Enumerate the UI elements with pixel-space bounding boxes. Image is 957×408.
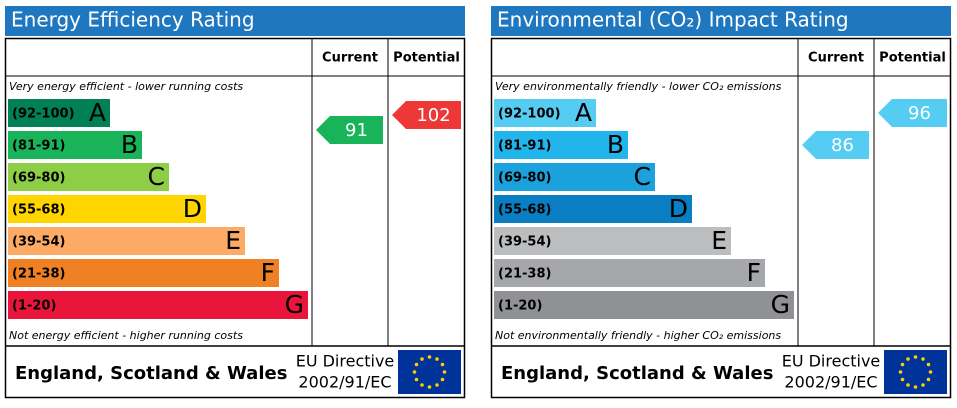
band-range: (92-100) [498, 107, 561, 122]
panel-title: Environmental (CO₂) Impact Rating [497, 8, 849, 32]
region: England, Scotland & Wales [15, 363, 287, 384]
band-range: (1-20) [12, 299, 56, 314]
band-letter: D [183, 194, 202, 223]
band-letter: G [771, 290, 790, 319]
band-range: (21-38) [12, 267, 65, 282]
band-range: (92-100) [12, 107, 75, 122]
potential-arrow [392, 101, 461, 129]
current-value: 86 [831, 135, 854, 156]
band-letter: B [607, 130, 624, 159]
potential-arrow [878, 99, 947, 127]
eu-star [414, 377, 419, 382]
directive-line: 2002/91/EC [784, 373, 877, 392]
eu-star [435, 357, 439, 361]
eu-star [906, 357, 910, 361]
panel-frame [490, 37, 952, 399]
band-letter: B [121, 130, 138, 159]
eu-star [427, 385, 432, 389]
eu-star [900, 377, 905, 382]
band-bar [8, 131, 142, 159]
current-arrow [802, 131, 869, 159]
band-range: (21-38) [498, 267, 551, 282]
band-range: (81-91) [498, 139, 551, 154]
band-letter: F [261, 258, 275, 287]
band-range: (1-20) [498, 299, 542, 314]
band-bar [8, 99, 110, 127]
current-arrow [316, 116, 383, 144]
band-range: (39-54) [12, 235, 65, 250]
band-range: (55-68) [498, 203, 551, 218]
band-bar [494, 259, 765, 287]
band-bar [8, 227, 245, 255]
band-bar [494, 131, 628, 159]
band-letter: E [225, 226, 241, 255]
potential-header: Potential [393, 51, 460, 66]
title-bar [5, 6, 465, 36]
eu-star [906, 383, 910, 387]
eu-star [913, 385, 918, 389]
bottom-note: Not energy efficient - higher running co… [9, 329, 243, 342]
potential-value: 102 [416, 105, 450, 126]
potential-value: 96 [908, 103, 931, 124]
eu-star [414, 362, 419, 367]
band-bar [494, 195, 692, 223]
eu-star [435, 383, 439, 387]
band-range: (39-54) [498, 235, 551, 250]
current-value: 91 [345, 120, 368, 141]
band-bar [494, 227, 731, 255]
eu-star [412, 370, 417, 374]
band-bar [494, 291, 794, 319]
directive-line: EU Directive [296, 352, 395, 371]
panel-title: Energy Efficiency Rating [11, 8, 255, 32]
eu-star [913, 355, 918, 359]
band-bar [8, 259, 279, 287]
eu-star [898, 370, 903, 374]
region: England, Scotland & Wales [501, 363, 773, 384]
band-bar [494, 99, 596, 127]
eu-star [420, 357, 424, 361]
band-letter: F [747, 258, 761, 287]
band-bar [8, 195, 206, 223]
band-bar [8, 163, 169, 191]
current-header: Current [322, 51, 378, 66]
band-letter: G [285, 290, 304, 319]
directive-line: 2002/91/EC [298, 373, 391, 392]
band-letter: C [148, 162, 165, 191]
eu-star [926, 362, 931, 367]
band-bar [8, 291, 308, 319]
current-header: Current [808, 51, 864, 66]
eu-star [921, 383, 925, 387]
top-note: Very environmentally friendly - lower CO… [495, 80, 782, 93]
eu-star [440, 377, 445, 382]
eu-star [440, 362, 445, 367]
bottom-note: Not environmentally friendly - higher CO… [495, 329, 781, 342]
band-range: (55-68) [12, 203, 65, 218]
band-letter: C [634, 162, 651, 191]
title-bar [491, 6, 951, 36]
eu-star [442, 370, 447, 374]
directive-line: EU Directive [782, 352, 881, 371]
top-note: Very energy efficient - lower running co… [9, 80, 243, 93]
band-letter: E [711, 226, 727, 255]
panel-frame [4, 37, 466, 399]
band-range: (81-91) [12, 139, 65, 154]
eu-star [921, 357, 925, 361]
eu-star [926, 377, 931, 382]
band-range: (69-80) [498, 171, 551, 186]
eu-star [928, 370, 933, 374]
band-bar [494, 163, 655, 191]
eu-star [427, 355, 432, 359]
eu-star [420, 383, 424, 387]
band-letter: A [89, 98, 106, 127]
band-letter: D [669, 194, 688, 223]
band-range: (69-80) [12, 171, 65, 186]
band-letter: A [575, 98, 592, 127]
potential-header: Potential [879, 51, 946, 66]
eu-star [900, 362, 905, 367]
